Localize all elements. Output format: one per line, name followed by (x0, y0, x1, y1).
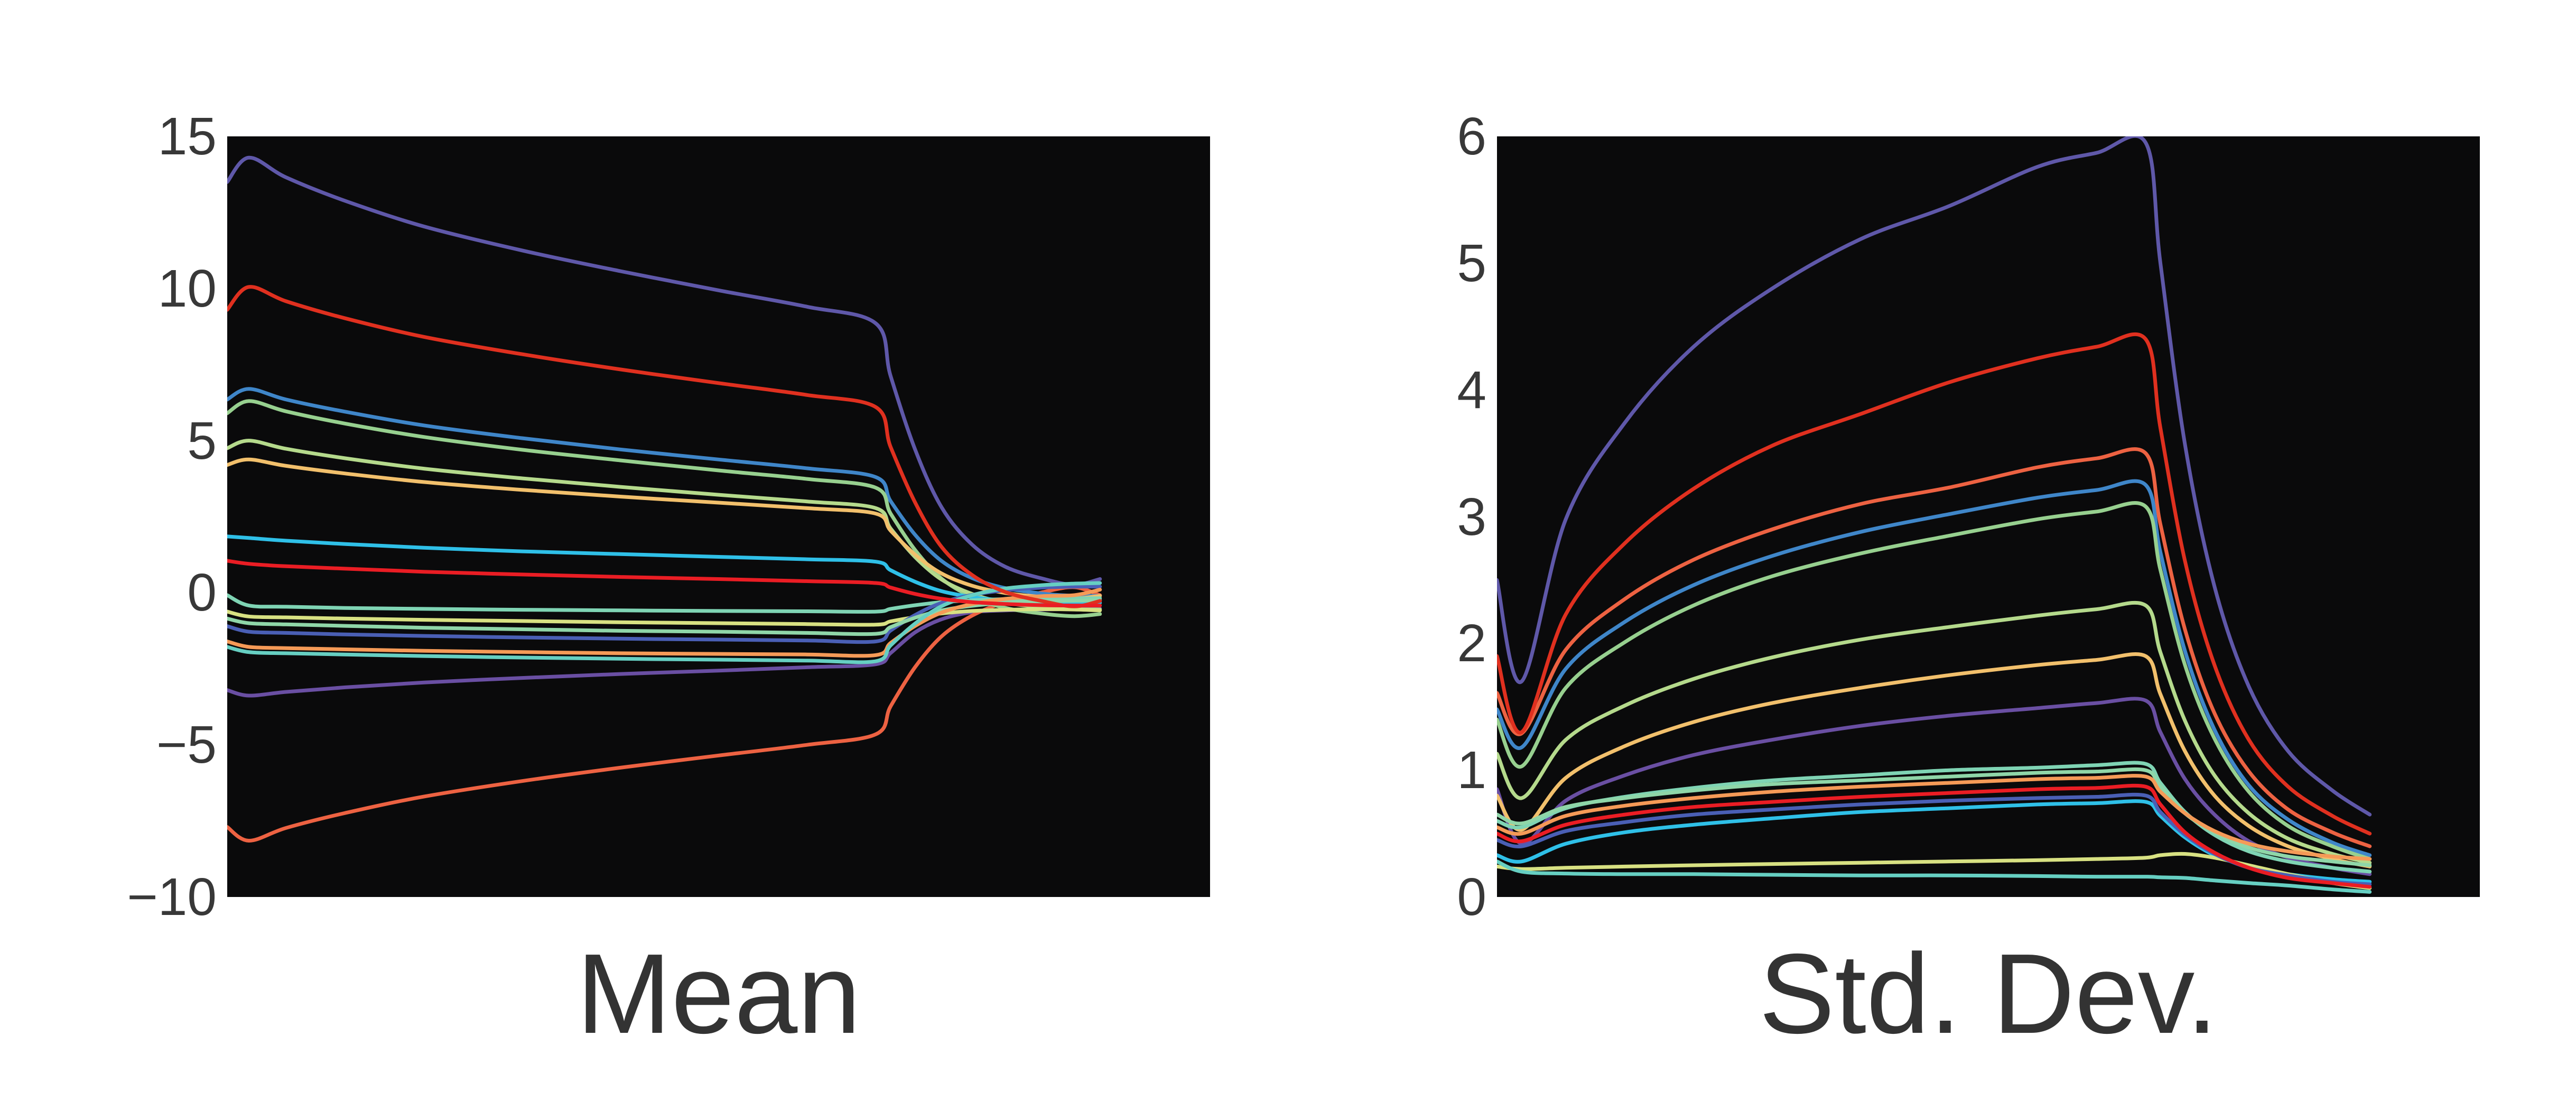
y-tick-label-15: 15 (157, 107, 217, 166)
series-line-bright-red (227, 559, 1102, 608)
y-tick-label-4: 4 (1457, 360, 1486, 420)
std-dev-axis-title: Std. Dev. (1759, 930, 2218, 1057)
y-tick-label-0: 0 (187, 563, 217, 623)
series-line-orange-red (227, 585, 1102, 843)
y-tick-label-6: 6 (1457, 107, 1486, 166)
plot-background (227, 136, 1210, 897)
series-line-dark-purple (1497, 697, 2372, 876)
y-tick-label-5: 5 (187, 411, 217, 470)
mean-axis-title: Mean (576, 930, 861, 1057)
series-line-orange-red (1497, 447, 2372, 848)
series-line-orange (227, 588, 1102, 658)
series-line-yellow-green (227, 607, 1102, 627)
series-line-slate-purple (1497, 136, 2372, 817)
y-tick-label-minus-5: −5 (156, 715, 217, 775)
std-dev-series-svg (1497, 136, 2480, 897)
y-tick-label-minus-10: −10 (127, 867, 217, 927)
series-line-steel-blue (1497, 479, 2372, 857)
y-tick-label-1: 1 (1457, 741, 1486, 800)
y-tick-label-10: 10 (157, 258, 217, 318)
y-tick-label-2: 2 (1457, 614, 1486, 673)
y-tick-label-0: 0 (1457, 867, 1486, 927)
series-line-light-green (1497, 501, 2372, 861)
mean-y-axis: 15 10 5 0 −5 −10 (74, 110, 217, 923)
std-dev-plot-area (1497, 136, 2480, 897)
mean-plot-area (227, 136, 1210, 897)
series-line-red (227, 285, 1102, 608)
y-tick-label-3: 3 (1457, 487, 1486, 547)
mean-series-svg (227, 136, 1210, 897)
series-line-pale-green (1497, 600, 2372, 865)
series-line-yellow-green (1497, 852, 2372, 890)
series-line-seafoam-green (1497, 767, 2372, 867)
series-line-teal (227, 581, 1102, 664)
series-line-sandy (1497, 652, 2372, 868)
series-line-teal (1497, 859, 2372, 894)
series-line-orange (1497, 774, 2372, 861)
series-line-bright-red (1497, 783, 2372, 889)
series-line-slate-purple (227, 155, 1102, 587)
y-tick-label-5: 5 (1457, 233, 1486, 293)
series-line-red (1497, 332, 2372, 836)
